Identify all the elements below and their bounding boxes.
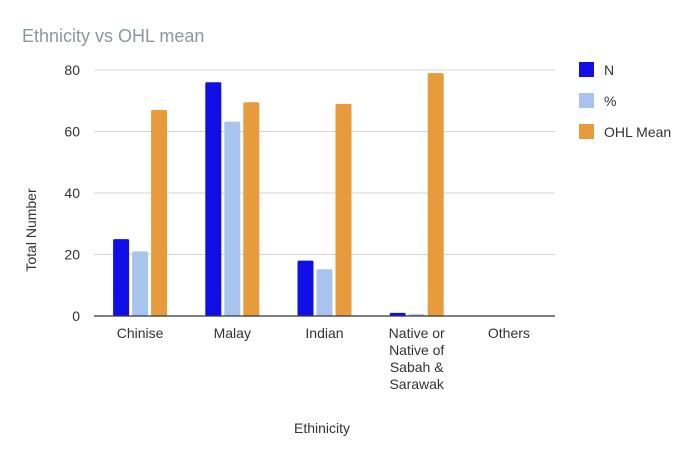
x-tick-label-line: Native of [389,342,444,358]
bar-n-0 [113,239,130,316]
legend-item: OHL Mean [579,124,671,140]
bar--1 [224,121,241,316]
bar-n-1 [205,82,222,316]
legend-label: % [604,93,616,109]
x-tick-label-line: Others [488,325,530,341]
x-tick-label-line: Sarawak [389,376,444,392]
y-tick-label: 80 [64,62,80,78]
x-tick-label: Chinise [117,325,164,341]
legend-swatch [579,62,594,77]
gridlines [94,69,555,255]
bar-n-2 [297,260,314,316]
x-tick-label-line: Malay [214,325,251,341]
x-tick-label: Others [488,325,530,341]
y-tick-label: 0 [72,308,80,324]
x-tick-label: Indian [305,325,343,341]
legend-item: % [579,93,616,109]
y-tick-label: 60 [64,124,80,140]
legend-label: N [604,62,614,78]
y-tick-label: 40 [64,185,80,201]
bar--2 [316,269,333,316]
legend: N% OHL Mean [579,62,671,140]
y-axis-ticks: 0 20 40 60 80 [64,62,80,324]
chart-title: Ethnicity vs OHL mean [22,26,204,46]
bar-n-3 [389,312,406,316]
x-tick-label-line: Sabah & [390,359,444,375]
legend-item: N [579,62,614,78]
x-tick-label-line: Native or [389,325,445,341]
bar-ohl-mean-0 [151,109,168,316]
bar-ohl-mean-3 [427,73,444,316]
y-tick-label: 20 [64,247,80,263]
bar-ohl-mean-2 [335,103,352,316]
y-axis-label: Total Number [23,188,39,272]
legend-label: OHL Mean [604,124,671,140]
x-tick-label: Malay [214,325,251,341]
legend-swatch [579,93,594,108]
x-axis-label: Ethinicity [294,420,350,436]
legend-swatch [579,124,594,139]
bars [113,73,444,316]
x-tick-label-line: Chinise [117,325,164,341]
bar-ohl-mean-1 [243,102,260,316]
x-tick-label-line: Indian [305,325,343,341]
bar--0 [132,251,149,316]
